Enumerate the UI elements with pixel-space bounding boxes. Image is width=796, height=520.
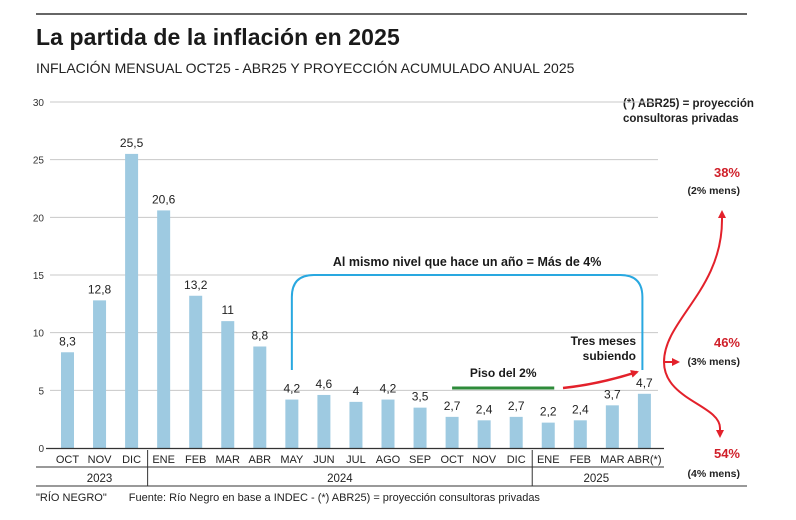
value-label: 12,8 <box>88 282 112 296</box>
projection-note-line2: consultoras privadas <box>623 113 739 125</box>
y-tick-label: 25 <box>33 156 45 167</box>
value-label: 8,8 <box>251 329 268 343</box>
value-label: 25,5 <box>120 136 144 150</box>
x-tick-label: FEB <box>185 454 206 466</box>
projection-annual: 46% <box>714 335 740 350</box>
rising-label-line1: Tres meses <box>571 334 637 348</box>
bracket-line <box>290 274 644 370</box>
bar <box>157 210 171 448</box>
projection-monthly: (4% mens) <box>687 468 740 480</box>
y-tick-label: 20 <box>33 213 45 224</box>
value-label: 13,2 <box>184 278 208 292</box>
projection-note-line1: (*) ABR25) = proyección <box>623 98 754 110</box>
value-label: 3,7 <box>604 387 621 401</box>
bar <box>253 346 267 448</box>
bars <box>61 153 651 448</box>
bar <box>61 352 74 448</box>
projection-annual: 38% <box>714 165 740 180</box>
value-label: 11 <box>222 303 235 317</box>
page-title: La partida de la inflación en 2025 <box>36 24 400 50</box>
y-tick-label: 30 <box>33 98 45 109</box>
projection-arrow-down <box>663 361 724 438</box>
bar <box>509 416 523 448</box>
annotations: Al mismo nivel que hace un año = Más de … <box>290 255 644 390</box>
projection-note: (*) ABR25) = proyección consultoras priv… <box>623 97 754 127</box>
x-tick-label: JUL <box>346 454 366 466</box>
bracket-label: Al mismo nivel que hace un año = Más de … <box>333 255 601 269</box>
value-label: 3,5 <box>412 390 429 404</box>
top-rule <box>36 13 747 15</box>
projection-monthly: (3% mens) <box>687 356 740 368</box>
value-label: 4,2 <box>284 382 301 396</box>
x-tick-label: FEB <box>570 454 591 466</box>
bar <box>573 420 587 448</box>
value-label: 2,4 <box>476 402 493 416</box>
y-tick-label: 5 <box>38 386 44 397</box>
footer-source: "RÍO NEGRO" Fuente: Río Negro en base a I… <box>36 492 540 504</box>
value-label: 8,3 <box>59 334 76 348</box>
bar <box>541 422 555 448</box>
bar <box>413 407 427 448</box>
rising-label-line2: subiendo <box>583 349 636 363</box>
bar <box>93 300 107 448</box>
x-tick-label: SEP <box>409 454 431 466</box>
x-tick-label: ENE <box>537 454 560 466</box>
value-label: 4 <box>353 384 360 398</box>
value-label: 20,6 <box>152 192 176 206</box>
bar <box>477 420 491 448</box>
footer-credit: "RÍO NEGRO" <box>36 492 107 504</box>
y-tick-label: 15 <box>33 271 45 282</box>
x-tick-label: MAR <box>216 454 241 466</box>
value-label: 4,7 <box>636 376 653 390</box>
y-tick-label: 0 <box>38 444 44 455</box>
bar <box>349 401 363 448</box>
x-tick-label: MAY <box>280 454 304 466</box>
x-tick-label: JUN <box>313 454 334 466</box>
value-label: 4,6 <box>316 377 333 391</box>
value-label: 2,4 <box>572 402 589 416</box>
y-tick-label: 10 <box>33 329 45 340</box>
bar <box>637 393 651 448</box>
x-tick-label: DIC <box>507 454 526 466</box>
x-tick-label: NOV <box>88 454 113 466</box>
projection-arrow-up <box>663 210 726 363</box>
value-label: 2,2 <box>540 405 557 419</box>
x-tick-label: ENE <box>152 454 175 466</box>
value-label: 4,2 <box>380 382 397 396</box>
x-tick-label: MAR <box>600 454 625 466</box>
bar <box>317 394 331 448</box>
x-tick-label: OCT <box>440 454 464 466</box>
x-tick-label: DIC <box>122 454 141 466</box>
rising-arrow <box>562 370 639 390</box>
floor-label: Piso del 2% <box>470 366 537 380</box>
x-axis: OCT NOV DIC ENE FEB MAR ABR MAY JUN JUL AGO SEP OCT N… <box>36 447 747 487</box>
projections: 38% (2% mens) 46% (3% mens) 54% (4% mens) <box>663 165 740 480</box>
x-tick-label: OCT <box>56 454 80 466</box>
footer-source-text: Fuente: Río Negro en base a INDEC - (*) … <box>128 492 540 504</box>
year-label: 2025 <box>584 473 610 485</box>
x-tick-label: ABR <box>248 454 271 466</box>
bar <box>285 399 299 448</box>
bar <box>445 416 459 448</box>
x-tick-label: AGO <box>376 454 401 466</box>
value-label: 2,7 <box>444 399 461 413</box>
bar <box>125 153 139 448</box>
bar <box>189 295 203 448</box>
year-label: 2023 <box>87 473 113 485</box>
bar <box>605 405 619 448</box>
projection-monthly: (2% mens) <box>687 185 740 197</box>
x-tick-label: ABR(*) <box>627 454 661 466</box>
page-subtitle: INFLACIÓN MENSUAL OCT25 - ABR25 Y PROYEC… <box>36 60 575 76</box>
bar <box>221 321 235 448</box>
projection-annual: 54% <box>714 446 740 461</box>
y-axis-ticks: 0 5 10 15 20 25 30 <box>33 98 45 455</box>
year-label: 2024 <box>327 473 353 485</box>
value-labels: 8,3 12,8 25,5 20,6 13,2 11 8,8 4,2 4,6 4 4,2 3,5 2,7… <box>59 136 653 419</box>
value-label: 2,7 <box>508 399 525 413</box>
bar <box>381 399 395 448</box>
x-tick-label: NOV <box>472 454 497 466</box>
